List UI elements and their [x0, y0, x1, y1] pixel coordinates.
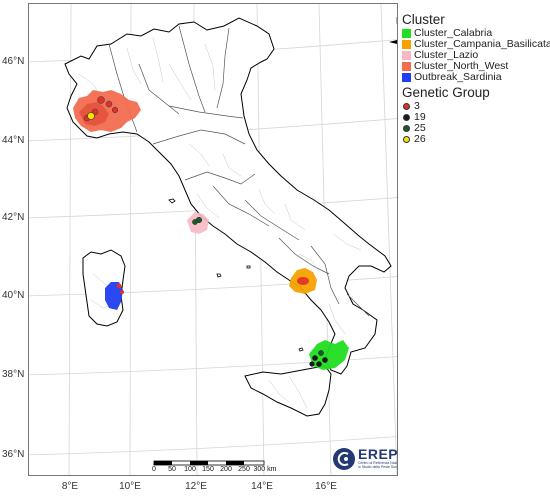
scale-tick: 0: [152, 466, 156, 473]
small-island: [216, 273, 222, 278]
legend-genetic-group-dot: [403, 125, 410, 132]
north-arrow: N: [385, 16, 397, 58]
legend-genetic-group-item: 3: [402, 101, 550, 112]
legend-cluster-title: Cluster: [402, 12, 445, 27]
legend-cluster-item: Cluster_Lazio: [402, 50, 550, 61]
graticule: [29, 4, 397, 475]
legend-genetic-group-dot: [403, 114, 410, 121]
legend-cluster-label: Cluster_North_West: [414, 60, 509, 72]
legend-cluster-swatch: [402, 40, 411, 49]
scale-tick: 150: [202, 466, 214, 473]
legend-genetic-group-label: 19: [414, 111, 426, 123]
legend-genetic-group-label: 25: [414, 122, 426, 134]
north-arrow-label: N: [396, 16, 397, 27]
lat-label: 46°N: [2, 56, 25, 67]
lat-label: 44°N: [2, 135, 25, 146]
erep-logo: EREP Centro di Referenza Nazionale per l…: [332, 445, 398, 475]
cluster-campania-basilicata: [289, 268, 317, 294]
legend-genetic-group-dot: [403, 136, 410, 143]
legend-cluster-swatch: [402, 73, 411, 82]
scale-tick: 300 km: [253, 466, 277, 473]
legend-cluster-item: Cluster_Calabria: [402, 28, 550, 39]
legend-cluster-item: Cluster_Campania_Basilicata: [402, 39, 550, 50]
lon-label: 16°E: [315, 481, 337, 492]
scale-tick: 100: [184, 466, 196, 473]
legend-genetic-group-dot: [403, 103, 410, 110]
scale-tick: 250: [238, 466, 250, 473]
legend-genetic-group-list: 3 19 25 26: [402, 101, 550, 145]
scale-bar: 0 50 100 150 200 250 300 km: [152, 456, 276, 475]
cluster-calabria: [309, 340, 349, 370]
legend-genetic-group-item: 19: [402, 112, 550, 123]
legend-cluster-label: Outbreak_Sardinia: [414, 71, 502, 83]
lon-label: 12°E: [185, 481, 207, 492]
scale-bar-graphic: [153, 460, 265, 466]
legend-cluster-list: Cluster_Calabria Cluster_Campania_Basilic…: [402, 28, 550, 83]
scale-tick: 50: [168, 466, 176, 473]
erep-logo-subtitle: Centro di Referenza Nazionale per lo Stu…: [358, 461, 398, 469]
scale-tick: 200: [220, 466, 232, 473]
lat-label: 42°N: [2, 212, 25, 223]
legend-cluster-swatch: [402, 62, 411, 71]
map-panel: N EREP Centro di Referenza Nazionale per…: [28, 3, 398, 476]
genetic-group-26-point: [87, 112, 95, 120]
lon-label: 10°E: [119, 481, 141, 492]
elba-island: [168, 198, 176, 204]
lat-label: 40°N: [2, 290, 25, 301]
legend-genetic-group-label: 26: [414, 133, 426, 145]
lon-label: 14°E: [251, 481, 273, 492]
legend-cluster-item: Outbreak_Sardinia: [402, 72, 550, 83]
outbreak-sardinia: [105, 282, 124, 310]
small-island: [298, 347, 304, 352]
lat-label: 36°N: [2, 449, 25, 460]
sicily: [244, 365, 332, 417]
erep-logo-icon: [333, 448, 355, 470]
lon-label: 8°E: [61, 481, 79, 492]
map-canvas: [29, 4, 397, 475]
legend-genetic-group-item: 26: [402, 134, 550, 145]
legend-genetic-group-title: Genetic Group: [402, 85, 490, 100]
legend-cluster-item: Cluster_North_West: [402, 61, 550, 72]
lat-label: 38°N: [2, 369, 25, 380]
cluster-north-west: [73, 90, 141, 132]
legend-genetic-group-label: 3: [414, 100, 420, 112]
legend-cluster-swatch: [402, 29, 411, 38]
compass-icon: [389, 40, 397, 44]
legend-cluster-label: Cluster_Calabria: [414, 27, 493, 39]
legend-cluster-label: Cluster_Lazio: [414, 49, 479, 61]
legend-cluster-label: Cluster_Campania_Basilicata: [414, 38, 550, 50]
legend-genetic-group-item: 25: [402, 123, 550, 134]
cluster-lazio: [187, 212, 209, 234]
erep-logo-name: EREP: [358, 446, 398, 462]
legend: Cluster Cluster_Calabria Cluster_Campania…: [402, 12, 550, 145]
legend-cluster-swatch: [402, 51, 411, 60]
small-island: [246, 265, 251, 269]
